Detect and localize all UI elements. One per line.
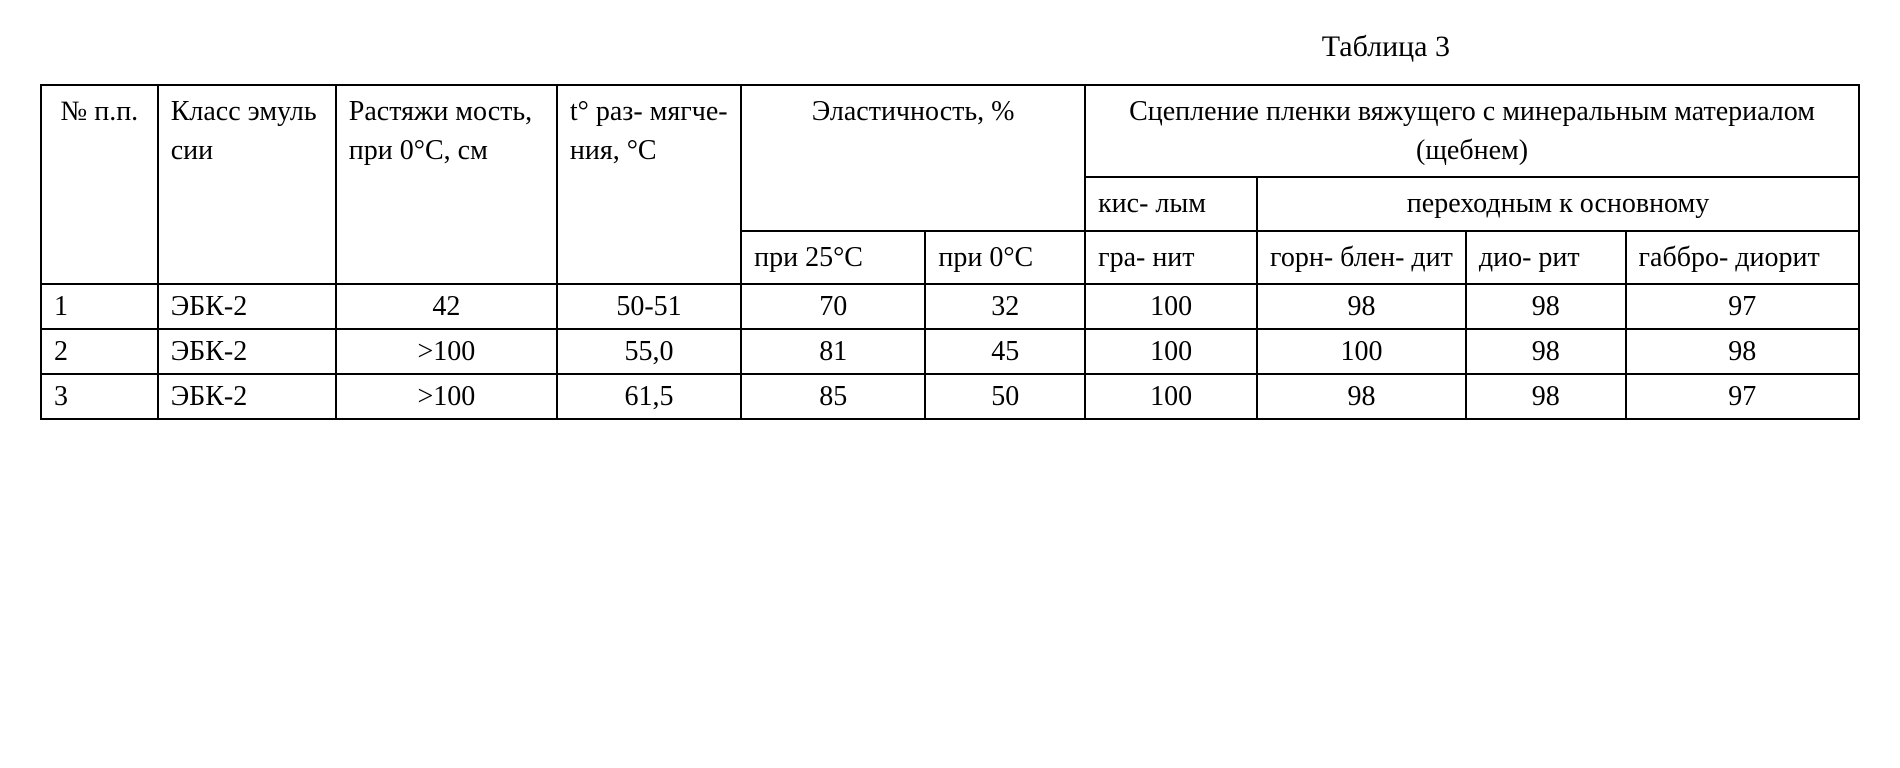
- cell-class: ЭБК-2: [158, 284, 336, 329]
- cell-class: ЭБК-2: [158, 374, 336, 419]
- header-num: № п.п.: [41, 85, 158, 284]
- cell-hornblend: 98: [1257, 284, 1466, 329]
- cell-granite: 100: [1085, 374, 1257, 419]
- cell-gabbro: 97: [1626, 374, 1859, 419]
- table-row: 3 ЭБК-2 >100 61,5 85 50 100 98 98 97: [41, 374, 1859, 419]
- cell-granite: 100: [1085, 284, 1257, 329]
- cell-stretch: 42: [336, 284, 557, 329]
- header-e0: при 0°C: [925, 231, 1085, 284]
- table-row: 2 ЭБК-2 >100 55,0 81 45 100 100 98 98: [41, 329, 1859, 374]
- cell-diorite: 98: [1466, 329, 1626, 374]
- table-row: 1 ЭБК-2 42 50-51 70 32 100 98 98 97: [41, 284, 1859, 329]
- table-caption: Таблица 3: [30, 30, 1870, 64]
- header-temp: t° раз- мягче- ния, °C: [557, 85, 741, 284]
- cell-num: 1: [41, 284, 158, 329]
- cell-e0: 32: [925, 284, 1085, 329]
- cell-hornblend: 100: [1257, 329, 1466, 374]
- cell-granite: 100: [1085, 329, 1257, 374]
- header-elasticity: Эластичность, %: [741, 85, 1085, 231]
- header-granite: гра- нит: [1085, 231, 1257, 284]
- cell-temp: 55,0: [557, 329, 741, 374]
- cell-diorite: 98: [1466, 374, 1626, 419]
- cell-diorite: 98: [1466, 284, 1626, 329]
- header-row-1: № п.п. Класс эмуль сии Растяжи мость, пр…: [41, 85, 1859, 177]
- cell-e25: 85: [741, 374, 925, 419]
- header-acidic: кис- лым: [1085, 177, 1257, 230]
- cell-hornblend: 98: [1257, 374, 1466, 419]
- header-diorite: дио- рит: [1466, 231, 1626, 284]
- cell-e0: 45: [925, 329, 1085, 374]
- cell-gabbro: 97: [1626, 284, 1859, 329]
- cell-e0: 50: [925, 374, 1085, 419]
- header-hornblend: горн- блен- дит: [1257, 231, 1466, 284]
- header-adhesion: Сцепление пленки вяжущего с минеральным …: [1085, 85, 1859, 177]
- data-table: № п.п. Класс эмуль сии Растяжи мость, пр…: [40, 84, 1860, 420]
- header-e25: при 25°C: [741, 231, 925, 284]
- header-transitional: переходным к основному: [1257, 177, 1859, 230]
- cell-e25: 81: [741, 329, 925, 374]
- cell-num: 2: [41, 329, 158, 374]
- cell-stretch: >100: [336, 329, 557, 374]
- header-gabbro: габбро- диорит: [1626, 231, 1859, 284]
- cell-e25: 70: [741, 284, 925, 329]
- header-stretch: Растяжи мость, при 0°C, см: [336, 85, 557, 284]
- cell-temp: 50-51: [557, 284, 741, 329]
- cell-num: 3: [41, 374, 158, 419]
- cell-temp: 61,5: [557, 374, 741, 419]
- cell-stretch: >100: [336, 374, 557, 419]
- header-class: Класс эмуль сии: [158, 85, 336, 284]
- cell-class: ЭБК-2: [158, 329, 336, 374]
- cell-gabbro: 98: [1626, 329, 1859, 374]
